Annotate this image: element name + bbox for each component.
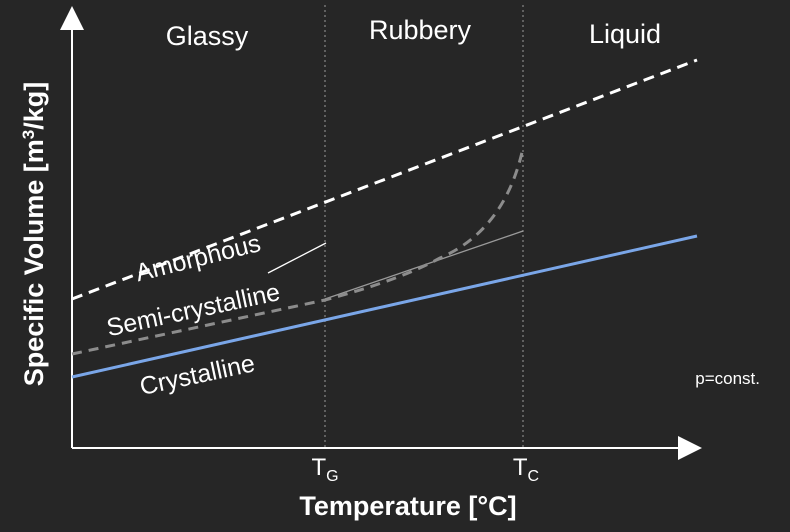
tg-tick-main: T (311, 454, 326, 481)
amorphous-line (71, 58, 698, 301)
tg-tick-label: TG (311, 454, 338, 485)
semi-crystalline-curve (71, 147, 525, 356)
region-rubbery-label: Rubbery (369, 15, 472, 45)
x-axis-label: Temperature [°C] (299, 491, 516, 521)
y-axis-label-prefix: Specific Volume [m (19, 139, 49, 386)
region-liquid-label: Liquid (589, 19, 661, 49)
tc-tick-sub: C (528, 468, 540, 485)
amorphous-label: Amorphous (133, 229, 264, 287)
semi-crystalline-label: Semi-crystalline (104, 278, 282, 342)
tc-tick-label: TC (513, 454, 539, 485)
crystalline-line (71, 234, 698, 379)
tg-tick-sub: G (326, 468, 338, 485)
y-axis-label-suffix: /kg] (19, 82, 49, 130)
y-axis-label-sup: 3 (19, 130, 38, 139)
region-glassy-label: Glassy (166, 21, 249, 51)
tc-tick-main: T (513, 454, 528, 481)
y-axis-label: Specific Volume [m3/kg] (19, 82, 49, 387)
pressure-note: p=const. (695, 369, 760, 388)
semi-crystalline-leader-line (267, 242, 327, 274)
